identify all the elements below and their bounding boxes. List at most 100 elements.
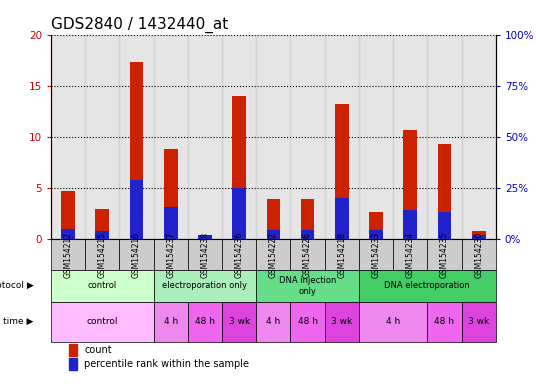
Bar bbox=[256, 35, 291, 239]
Text: GSM154216: GSM154216 bbox=[132, 232, 141, 278]
FancyBboxPatch shape bbox=[256, 301, 291, 342]
Bar bbox=[69, 358, 77, 370]
FancyBboxPatch shape bbox=[393, 239, 427, 270]
FancyBboxPatch shape bbox=[120, 239, 154, 270]
Bar bbox=[301, 230, 315, 239]
Text: GSM154235: GSM154235 bbox=[440, 232, 449, 278]
FancyBboxPatch shape bbox=[427, 301, 461, 342]
Bar bbox=[198, 235, 212, 239]
Bar bbox=[61, 229, 75, 239]
Bar bbox=[95, 231, 109, 239]
Text: 4 h: 4 h bbox=[266, 317, 280, 326]
Bar bbox=[404, 210, 417, 239]
Bar bbox=[232, 188, 246, 239]
FancyBboxPatch shape bbox=[222, 239, 256, 270]
FancyBboxPatch shape bbox=[85, 239, 120, 270]
Text: GSM154226: GSM154226 bbox=[303, 232, 312, 278]
Text: GSM154215: GSM154215 bbox=[98, 232, 107, 278]
Bar bbox=[51, 35, 85, 239]
Bar bbox=[69, 344, 77, 356]
FancyBboxPatch shape bbox=[51, 270, 154, 301]
FancyBboxPatch shape bbox=[359, 270, 496, 301]
Bar bbox=[232, 96, 246, 239]
FancyBboxPatch shape bbox=[256, 270, 359, 301]
FancyBboxPatch shape bbox=[51, 239, 85, 270]
Text: GSM154238: GSM154238 bbox=[200, 232, 210, 278]
Bar bbox=[95, 209, 109, 239]
Bar bbox=[130, 180, 143, 239]
Bar bbox=[369, 230, 383, 239]
FancyBboxPatch shape bbox=[427, 239, 461, 270]
Bar bbox=[427, 35, 461, 239]
Text: 48 h: 48 h bbox=[195, 317, 215, 326]
Text: GSM154212: GSM154212 bbox=[64, 232, 72, 278]
Bar bbox=[61, 191, 75, 239]
Bar bbox=[291, 35, 325, 239]
FancyBboxPatch shape bbox=[325, 301, 359, 342]
FancyBboxPatch shape bbox=[291, 239, 325, 270]
Text: GSM154218: GSM154218 bbox=[337, 232, 346, 278]
FancyBboxPatch shape bbox=[359, 239, 393, 270]
Text: 4 h: 4 h bbox=[386, 317, 400, 326]
Bar bbox=[472, 231, 486, 239]
Bar bbox=[437, 144, 451, 239]
Bar bbox=[164, 149, 177, 239]
Bar bbox=[335, 104, 348, 239]
FancyBboxPatch shape bbox=[256, 239, 291, 270]
Text: control: control bbox=[87, 281, 117, 290]
Text: DNA injection
only: DNA injection only bbox=[279, 276, 336, 296]
Text: electroporation only: electroporation only bbox=[162, 281, 248, 290]
Bar bbox=[472, 235, 486, 239]
FancyBboxPatch shape bbox=[222, 301, 256, 342]
Text: GSM154230: GSM154230 bbox=[474, 232, 483, 278]
Bar bbox=[120, 35, 154, 239]
Bar bbox=[198, 235, 212, 239]
Text: GSM154237: GSM154237 bbox=[166, 232, 175, 278]
FancyBboxPatch shape bbox=[154, 301, 188, 342]
Text: GDS2840 / 1432440_at: GDS2840 / 1432440_at bbox=[51, 17, 228, 33]
Text: 3 wk: 3 wk bbox=[331, 317, 353, 326]
FancyBboxPatch shape bbox=[188, 301, 222, 342]
Bar bbox=[301, 199, 315, 239]
Bar bbox=[393, 35, 427, 239]
Bar bbox=[461, 35, 496, 239]
Text: 4 h: 4 h bbox=[163, 317, 178, 326]
Bar bbox=[335, 199, 348, 239]
Text: GSM154222: GSM154222 bbox=[269, 232, 278, 278]
FancyBboxPatch shape bbox=[461, 301, 496, 342]
Bar bbox=[404, 130, 417, 239]
Text: control: control bbox=[86, 317, 118, 326]
Bar bbox=[188, 35, 222, 239]
FancyBboxPatch shape bbox=[154, 239, 188, 270]
Bar bbox=[154, 35, 188, 239]
Text: 3 wk: 3 wk bbox=[228, 317, 250, 326]
Text: percentile rank within the sample: percentile rank within the sample bbox=[84, 359, 249, 369]
Bar bbox=[130, 62, 143, 239]
Bar bbox=[164, 207, 177, 239]
Bar bbox=[359, 35, 393, 239]
FancyBboxPatch shape bbox=[291, 301, 325, 342]
Text: 3 wk: 3 wk bbox=[468, 317, 489, 326]
FancyBboxPatch shape bbox=[51, 301, 154, 342]
FancyBboxPatch shape bbox=[325, 239, 359, 270]
Text: protocol ▶: protocol ▶ bbox=[0, 281, 34, 290]
Text: DNA electroporation: DNA electroporation bbox=[384, 281, 470, 290]
Text: 48 h: 48 h bbox=[435, 317, 455, 326]
Text: time ▶: time ▶ bbox=[3, 317, 34, 326]
Bar bbox=[222, 35, 256, 239]
Bar bbox=[266, 199, 280, 239]
Bar bbox=[325, 35, 359, 239]
Bar bbox=[266, 230, 280, 239]
FancyBboxPatch shape bbox=[154, 270, 256, 301]
Text: count: count bbox=[84, 345, 112, 355]
Bar bbox=[85, 35, 120, 239]
FancyBboxPatch shape bbox=[359, 301, 427, 342]
FancyBboxPatch shape bbox=[461, 239, 496, 270]
Text: GSM154233: GSM154233 bbox=[371, 232, 381, 278]
Bar bbox=[369, 212, 383, 239]
FancyBboxPatch shape bbox=[188, 239, 222, 270]
Text: GSM154234: GSM154234 bbox=[406, 232, 415, 278]
Text: 48 h: 48 h bbox=[297, 317, 318, 326]
Text: GSM154236: GSM154236 bbox=[235, 232, 244, 278]
Bar bbox=[437, 212, 451, 239]
